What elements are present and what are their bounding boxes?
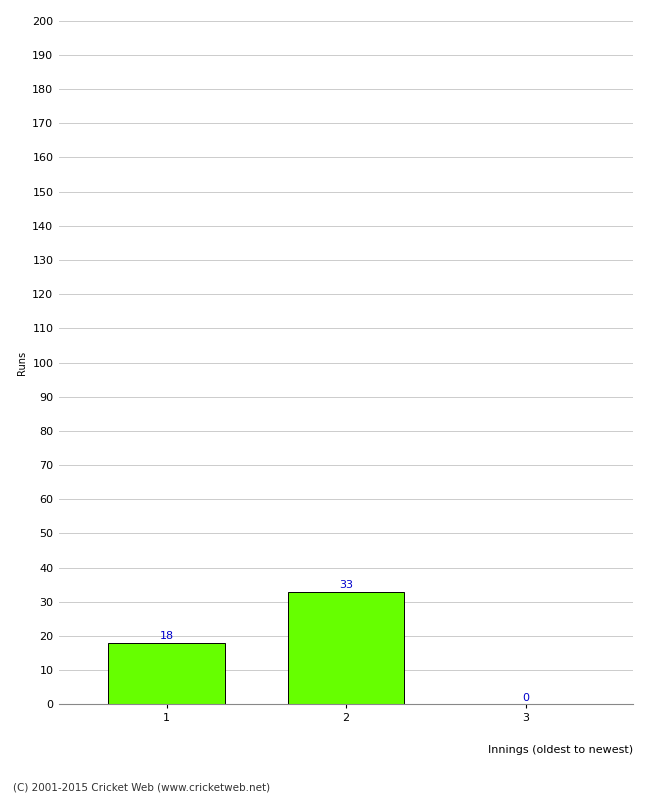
Text: (C) 2001-2015 Cricket Web (www.cricketweb.net): (C) 2001-2015 Cricket Web (www.cricketwe…: [13, 782, 270, 792]
Text: Innings (oldest to newest): Innings (oldest to newest): [488, 746, 633, 755]
Bar: [109, 643, 225, 704]
Bar: [288, 591, 404, 704]
Y-axis label: Runs: Runs: [17, 350, 27, 374]
Text: 33: 33: [339, 580, 353, 590]
Text: 0: 0: [522, 693, 529, 702]
Text: 18: 18: [159, 631, 174, 641]
